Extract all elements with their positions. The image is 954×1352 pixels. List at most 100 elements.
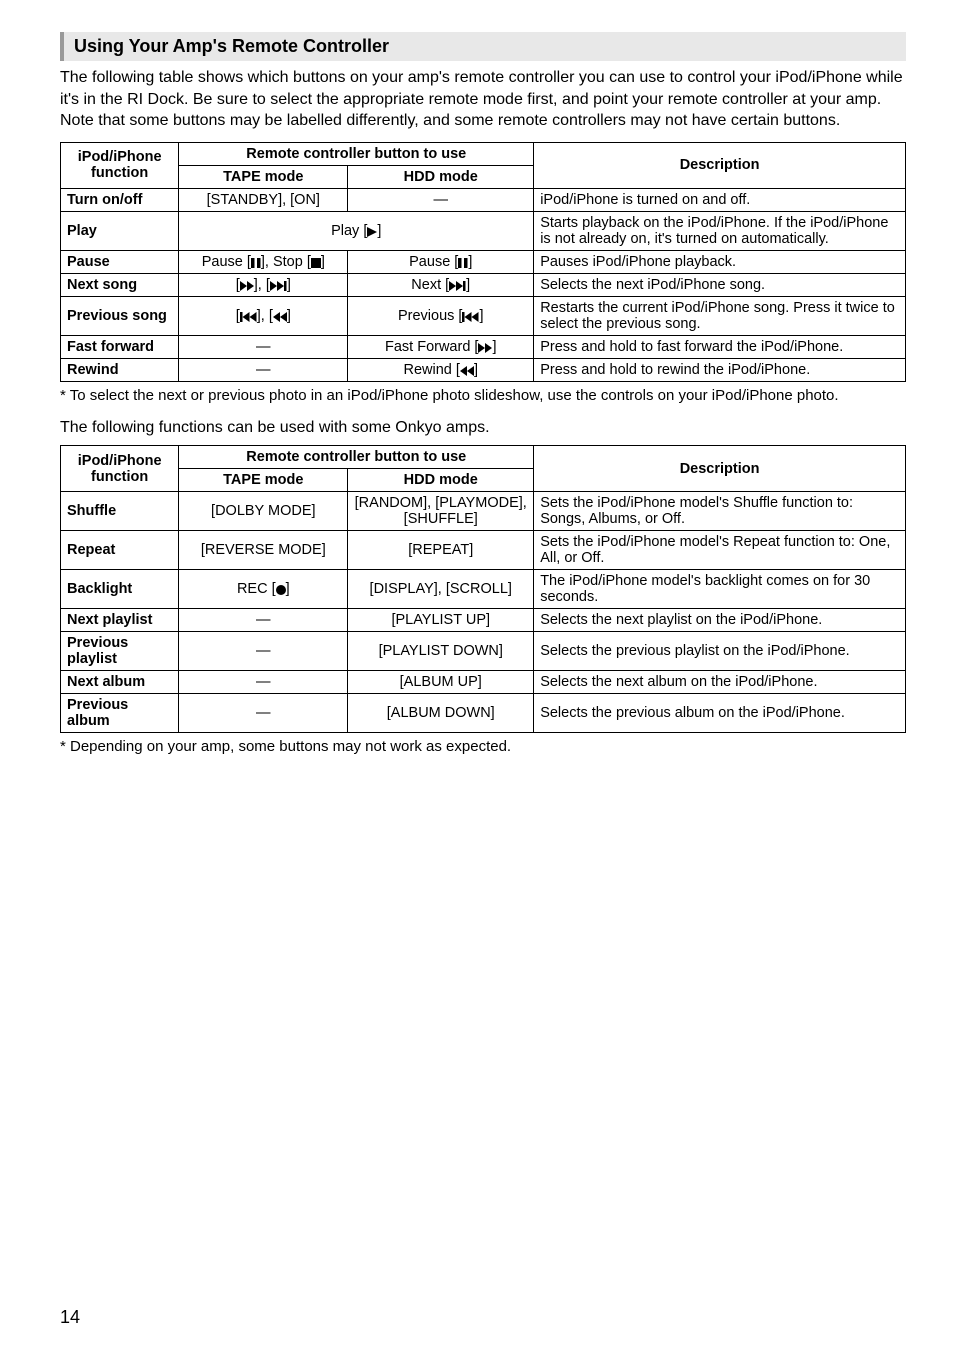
cell-desc: The iPod/iPhone model's backlight comes …	[534, 570, 906, 609]
label: Pause [	[409, 254, 458, 270]
label: ]	[479, 308, 483, 324]
cell-tape: —	[179, 694, 348, 733]
label: ]	[321, 254, 325, 270]
label: Next [	[411, 277, 449, 293]
cell-hdd: Pause []	[348, 250, 534, 273]
th-function: iPod/iPhone function	[61, 142, 179, 188]
fn-backlight: Backlight	[61, 570, 179, 609]
th-description: Description	[534, 142, 906, 188]
table-row: Turn on/off [STANDBY], [ON] — iPod/iPhon…	[61, 188, 906, 211]
cell-desc: Starts playback on the iPod/iPhone. If t…	[534, 211, 906, 250]
table-row: Previous song [], [] Previous [] Restart…	[61, 296, 906, 335]
rewind-icon	[273, 312, 287, 322]
label: ], [	[254, 277, 270, 293]
cell-desc: Restarts the current iPod/iPhone song. P…	[534, 296, 906, 335]
cell-tape: —	[179, 671, 348, 694]
label: ]	[474, 362, 478, 378]
table-row: Repeat [REVERSE MODE] [REPEAT] Sets the …	[61, 531, 906, 570]
th-remote: Remote controller button to use	[179, 142, 534, 165]
cell-hdd: —	[348, 188, 534, 211]
label: Previous [	[398, 308, 462, 324]
cell-desc: Selects the next playlist on the iPod/iP…	[534, 609, 906, 632]
table-row: Next album — [ALBUM UP] Selects the next…	[61, 671, 906, 694]
cell-hdd: [PLAYLIST DOWN]	[348, 632, 534, 671]
fn-next-album: Next album	[61, 671, 179, 694]
label: ]	[466, 277, 470, 293]
fn-next-song: Next song	[61, 273, 179, 296]
cell-hdd: [ALBUM UP]	[348, 671, 534, 694]
label: Fast Forward [	[385, 339, 478, 355]
th-description: Description	[534, 446, 906, 492]
table-row: Next song [], [] Next [] Selects the nex…	[61, 273, 906, 296]
footnote-2: * Depending on your amp, some buttons ma…	[60, 737, 906, 757]
cell-desc: iPod/iPhone is turned on and off.	[534, 188, 906, 211]
label: Play [	[331, 223, 367, 239]
remote-functions-table-2: iPod/iPhone function Remote controller b…	[60, 445, 906, 733]
label: ]	[492, 339, 496, 355]
cell-desc: Selects the previous playlist on the iPo…	[534, 632, 906, 671]
pause-icon	[251, 258, 261, 268]
cell-tape: [DOLBY MODE]	[179, 492, 348, 531]
footnote-1: * To select the next or previous photo i…	[60, 386, 906, 406]
fn-turn-onoff: Turn on/off	[61, 188, 179, 211]
next-icon	[270, 281, 287, 291]
cell-desc: Selects the previous album on the iPod/i…	[534, 694, 906, 733]
cell-desc: Sets the iPod/iPhone model's Repeat func…	[534, 531, 906, 570]
cell-desc: Press and hold to fast forward the iPod/…	[534, 335, 906, 358]
th-hdd-mode: HDD mode	[348, 165, 534, 188]
label: Pause [	[202, 254, 251, 270]
table-row: Rewind — Rewind [] Press and hold to rew…	[61, 358, 906, 381]
label: ], [	[257, 308, 273, 324]
fn-previous-album: Previous album	[61, 694, 179, 733]
cell-hdd: Previous []	[348, 296, 534, 335]
fn-previous-playlist: Previous playlist	[61, 632, 179, 671]
cell-tape: REC []	[179, 570, 348, 609]
next-icon	[449, 281, 466, 291]
table-row: Backlight REC [] [DISPLAY], [SCROLL] The…	[61, 570, 906, 609]
pause-icon	[458, 258, 468, 268]
cell-tape: [REVERSE MODE]	[179, 531, 348, 570]
rewind-icon	[460, 366, 474, 376]
table-row: Pause Pause [ ], Stop [] Pause [] Pauses …	[61, 250, 906, 273]
cell-hdd: [DISPLAY], [SCROLL]	[348, 570, 534, 609]
intro-paragraph: The following table shows which buttons …	[60, 67, 906, 132]
cell-desc: Selects the next iPod/iPhone song.	[534, 273, 906, 296]
table-row: Previous playlist — [PLAYLIST DOWN] Sele…	[61, 632, 906, 671]
fn-fast-forward: Fast forward	[61, 335, 179, 358]
table-row: Play Play [] Starts playback on the iPod…	[61, 211, 906, 250]
previous-icon	[462, 312, 479, 322]
cell-desc: Selects the next album on the iPod/iPhon…	[534, 671, 906, 694]
cell-desc: Pauses iPod/iPhone playback.	[534, 250, 906, 273]
th-hdd-mode: HDD mode	[348, 469, 534, 492]
fn-repeat: Repeat	[61, 531, 179, 570]
table-row: Fast forward — Fast Forward [] Press and…	[61, 335, 906, 358]
th-remote: Remote controller button to use	[179, 446, 534, 469]
fn-shuffle: Shuffle	[61, 492, 179, 531]
label: ]	[377, 223, 381, 239]
cell-hdd: [REPEAT]	[348, 531, 534, 570]
cell-tape: —	[179, 609, 348, 632]
section-heading: Using Your Amp's Remote Controller	[60, 32, 906, 61]
cell-hdd: [PLAYLIST UP]	[348, 609, 534, 632]
cell-hdd: Next []	[348, 273, 534, 296]
mid-paragraph: The following functions can be used with…	[60, 419, 906, 437]
cell-tape: [], []	[179, 273, 348, 296]
fn-pause: Pause	[61, 250, 179, 273]
fast-forward-icon	[240, 281, 254, 291]
stop-icon	[311, 258, 321, 268]
cell-tape: [STANDBY], [ON]	[179, 188, 348, 211]
cell-hdd: Fast Forward []	[348, 335, 534, 358]
label: ], Stop [	[261, 254, 311, 270]
cell-play-merged: Play []	[179, 211, 534, 250]
label: Rewind [	[404, 362, 460, 378]
cell-desc: Press and hold to rewind the iPod/iPhone…	[534, 358, 906, 381]
th-tape-mode: TAPE mode	[179, 165, 348, 188]
fn-next-playlist: Next playlist	[61, 609, 179, 632]
cell-hdd: [RANDOM], [PLAYMODE], [SHUFFLE]	[348, 492, 534, 531]
cell-tape: —	[179, 358, 348, 381]
table-row: Shuffle [DOLBY MODE] [RANDOM], [PLAYMODE…	[61, 492, 906, 531]
fn-play: Play	[61, 211, 179, 250]
cell-hdd: [ALBUM DOWN]	[348, 694, 534, 733]
label: ]	[468, 254, 472, 270]
cell-tape: [], []	[179, 296, 348, 335]
